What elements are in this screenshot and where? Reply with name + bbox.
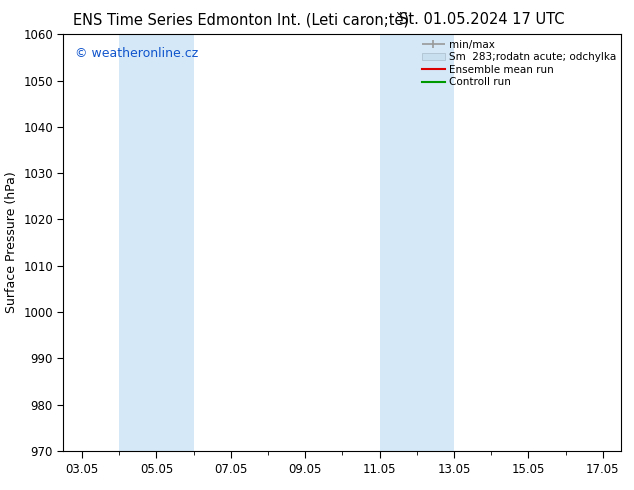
Bar [380, 34, 454, 451]
Text: ENS Time Series Edmonton Int. (Leti caron;tě): ENS Time Series Edmonton Int. (Leti caro… [73, 12, 409, 28]
Text: © weatheronline.cz: © weatheronline.cz [75, 47, 198, 60]
Y-axis label: Surface Pressure (hPa): Surface Pressure (hPa) [4, 172, 18, 314]
Text: St. 01.05.2024 17 UTC: St. 01.05.2024 17 UTC [399, 12, 565, 27]
Bar [119, 34, 193, 451]
Legend: min/max, Sm  283;rodatn acute; odchylka, Ensemble mean run, Controll run: min/max, Sm 283;rodatn acute; odchylka, … [420, 37, 618, 89]
